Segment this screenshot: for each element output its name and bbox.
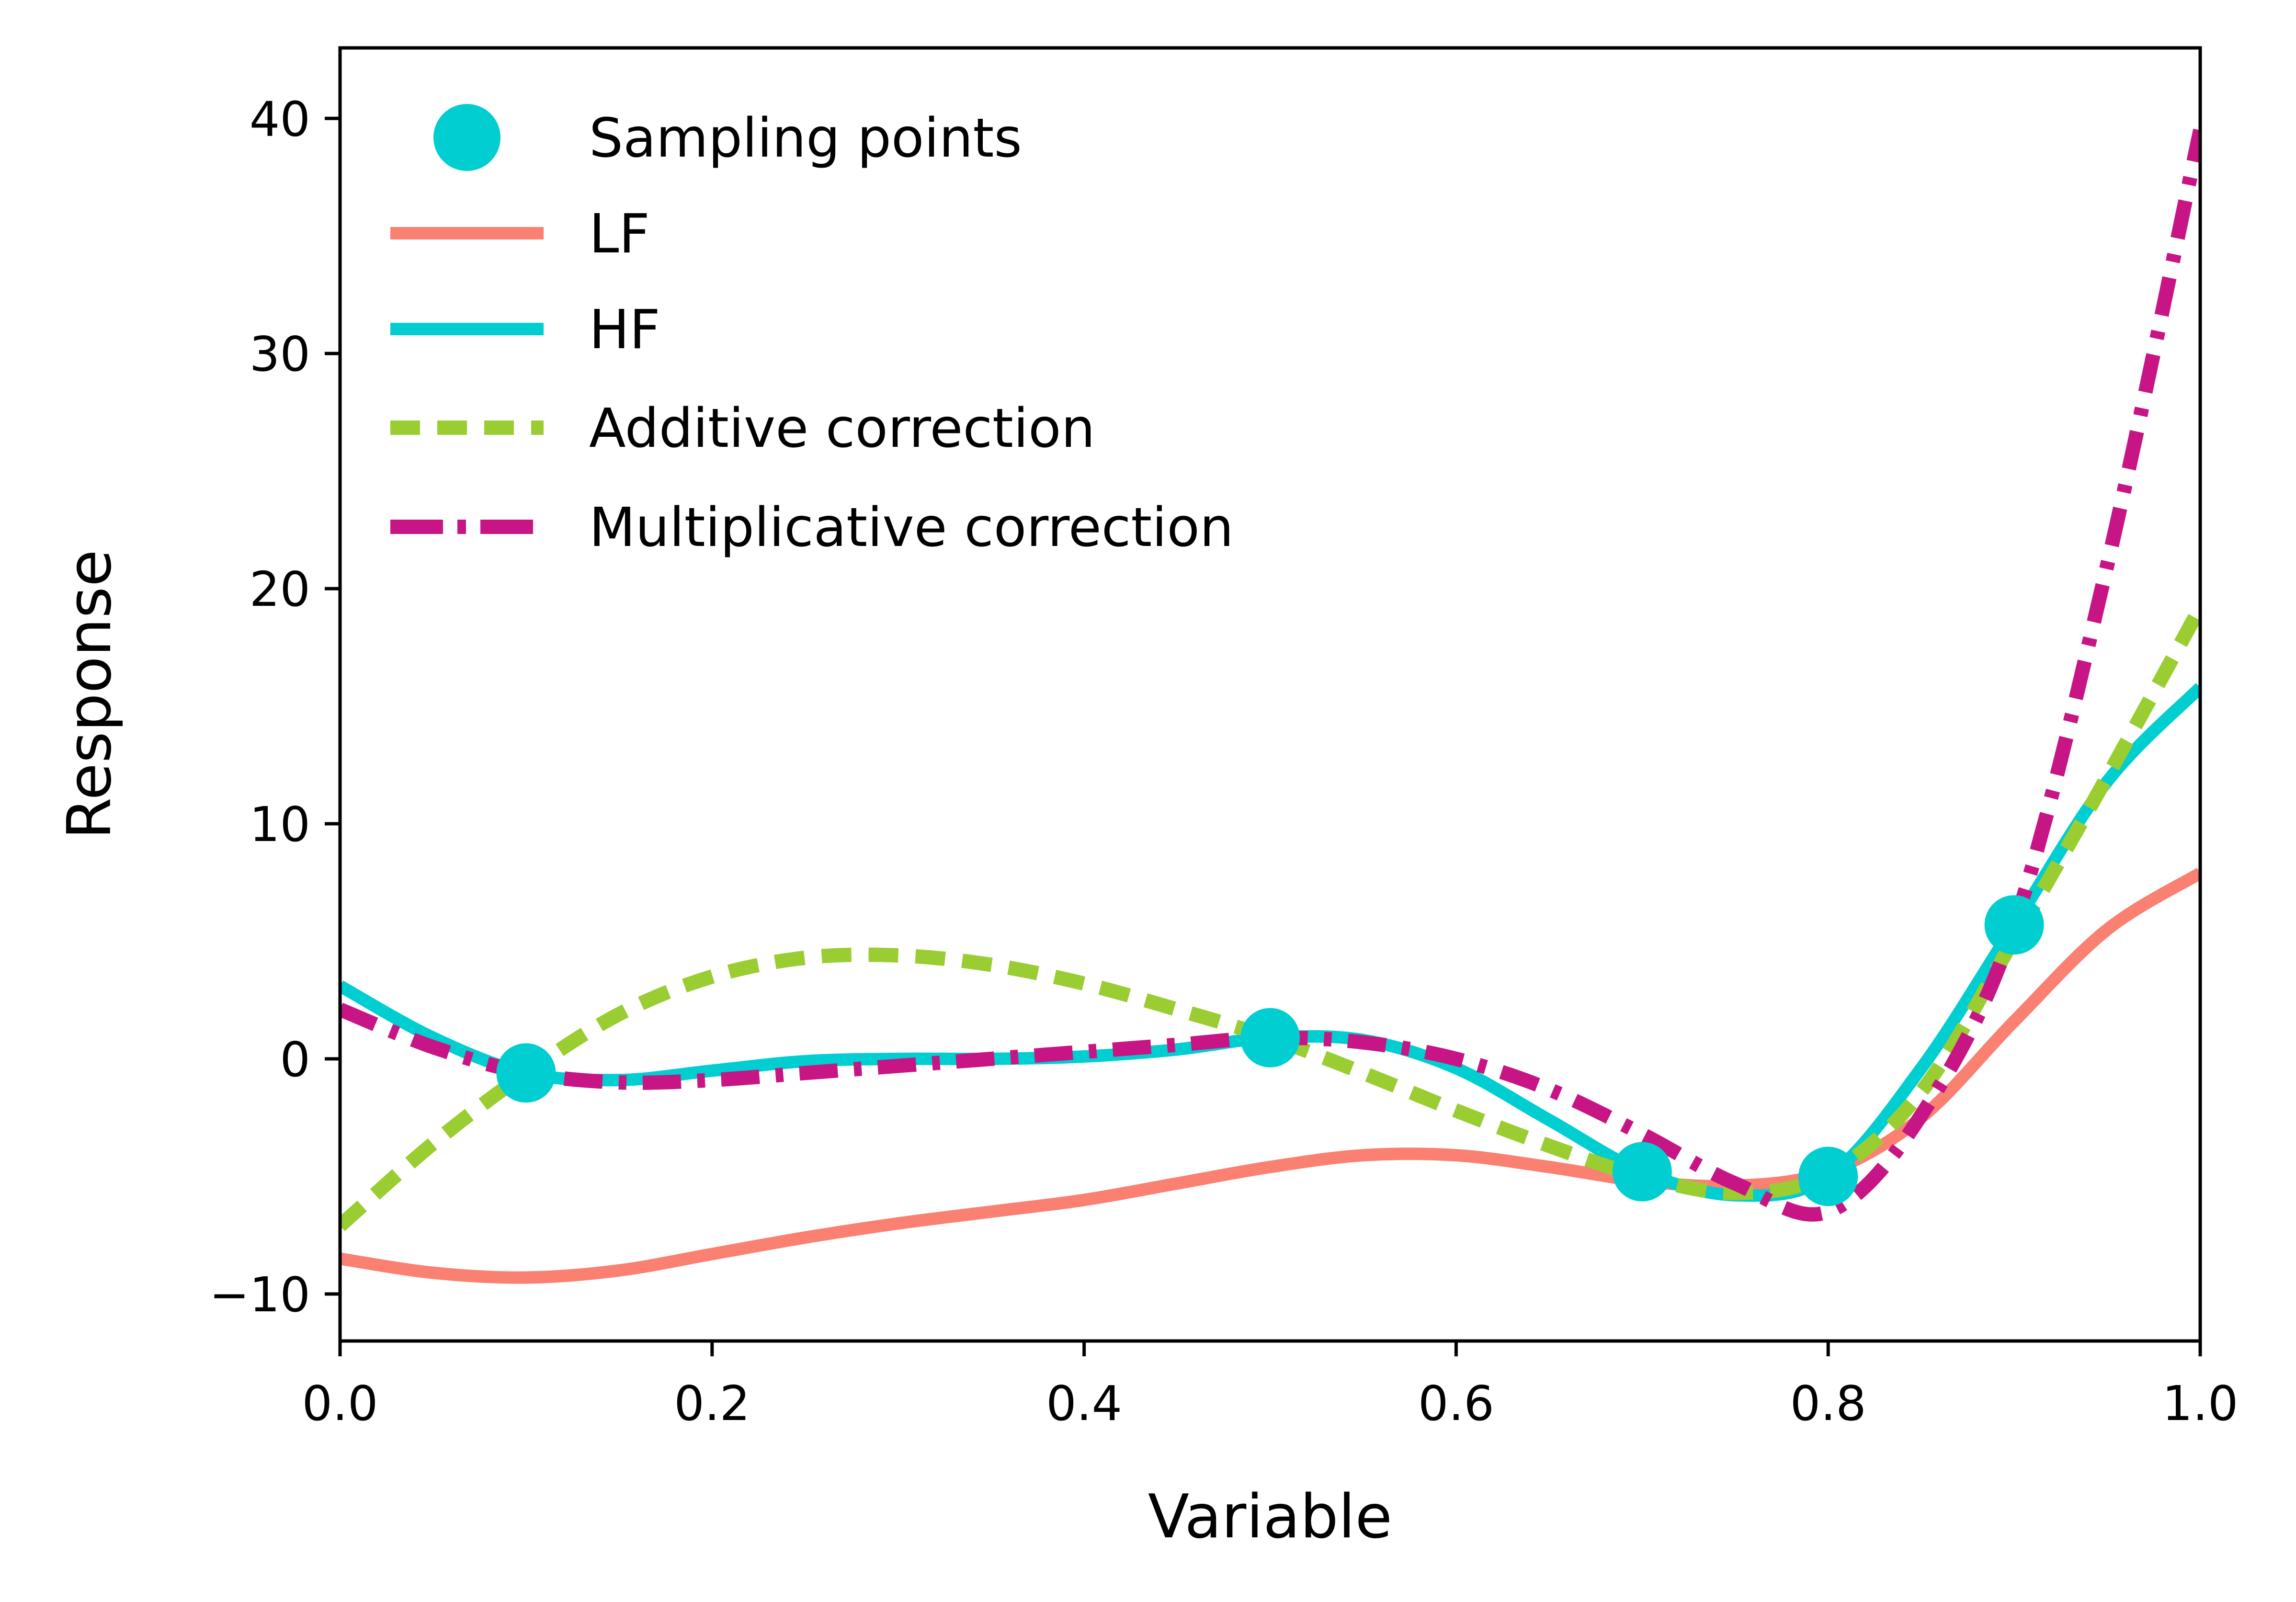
x-tick-label: 0.2 [674,1375,750,1432]
legend-label: LF [589,203,650,265]
plot-frame [338,46,2202,1343]
x-tick-label: 0.8 [1790,1375,1866,1432]
y-tick-label: 10 [250,796,310,852]
sampling-point [1240,1008,1300,1068]
series-line-additive-correction [340,604,2200,1231]
sampling-point [1984,895,2044,955]
x-tick-label: 0.6 [1418,1375,1494,1432]
y-axis: −10 0 10 20 30 40 [209,91,340,1323]
y-axis-label: Response [54,549,125,839]
sampling-point [496,1043,556,1103]
legend-label: Multiplicative correction [589,497,1234,559]
x-axis-label: Variable [1148,1481,1392,1552]
x-tick-label: 1.0 [2162,1375,2238,1432]
x-tick-label: 0.0 [302,1375,378,1432]
x-tick-label: 0.4 [1046,1375,1122,1432]
y-tick-label: 30 [250,326,310,382]
legend-label: HF [589,299,660,361]
x-axis: 0.0 0.2 0.4 0.6 0.8 1.0 [302,1341,2239,1432]
sampling-points-layer [496,895,2044,1206]
y-tick-label: −10 [209,1267,310,1323]
legend-label: Sampling points [589,107,1022,170]
y-tick-label: 0 [280,1032,310,1088]
y-tick-label: 20 [250,561,310,617]
legend-marker [433,104,500,171]
legend: Sampling points LF HF Additive correction Mu… [390,104,1234,559]
legend-label: Additive correction [589,398,1095,460]
y-tick-label: 40 [250,91,310,147]
sampling-point [1798,1147,1858,1206]
sampling-point [1612,1142,1672,1202]
